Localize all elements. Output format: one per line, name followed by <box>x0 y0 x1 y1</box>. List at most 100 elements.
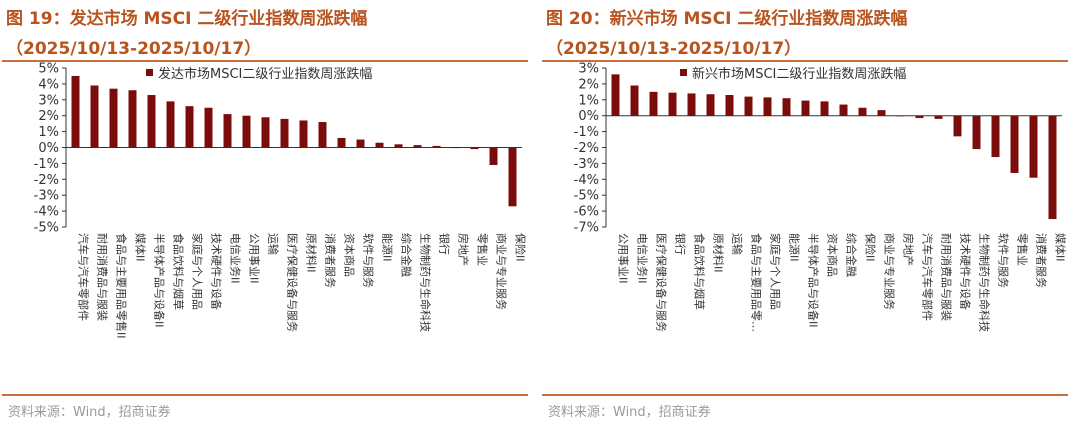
category-label: 技术硬件与设备 <box>959 233 973 310</box>
chart-panel-developed: 图 19：发达市场 MSCI 二级行业指数周涨跌幅 （2025/10/13-20… <box>0 0 530 427</box>
category-label: 保险II <box>514 233 528 262</box>
y-tick-label: 2% <box>578 77 599 92</box>
bar <box>318 122 327 148</box>
category-label: 零售业 <box>476 233 490 266</box>
category-label: 食品与主要用品零… <box>750 233 764 332</box>
category-label: 运输 <box>731 233 745 255</box>
figure-title: 图 19：发达市场 MSCI 二级行业指数周涨跌幅 <box>6 9 368 29</box>
legend-label: 新兴市场MSCI二级行业指数周涨跌幅 <box>692 66 906 82</box>
bar <box>858 107 867 116</box>
category-label: 房地产 <box>457 233 471 266</box>
category-label: 能源II <box>788 233 802 262</box>
category-label: 媒体II <box>1054 233 1068 262</box>
bar <box>489 147 498 165</box>
bar <box>432 145 441 148</box>
category-label: 零售业 <box>1016 233 1030 266</box>
y-tick-label: -2% <box>34 173 59 188</box>
footer-rule <box>542 394 1068 396</box>
bar <box>470 147 479 150</box>
category-label: 生物制药与生命科技 <box>419 233 433 332</box>
y-tick-label: -5% <box>34 221 59 236</box>
category-label: 食品饮料与烟草 <box>172 233 186 310</box>
bar <box>413 145 422 148</box>
category-label: 医疗保健设备与服务 <box>655 233 669 332</box>
bar <box>1029 115 1038 178</box>
category-label: 家庭与个人用品 <box>769 233 783 310</box>
bar <box>90 85 99 148</box>
y-tick-label: 3% <box>578 62 599 77</box>
bar <box>801 100 810 116</box>
category-label: 电信业务II <box>636 233 649 284</box>
y-tick-label: -6% <box>574 205 599 220</box>
bar <box>166 101 175 148</box>
bar <box>725 95 734 116</box>
source-note: 资料来源：Wind，招商证券 <box>548 405 711 420</box>
y-tick-label: 5% <box>38 62 59 77</box>
category-label: 综合金融 <box>845 233 859 277</box>
category-label: 运输 <box>267 233 281 255</box>
y-tick-label: 0% <box>38 141 59 156</box>
bar <box>763 97 772 116</box>
figure-date-range: （2025/10/13-2025/10/17） <box>546 39 802 59</box>
bar <box>611 74 620 116</box>
bar <box>706 94 715 116</box>
bar <box>261 117 270 148</box>
bar <box>668 92 677 116</box>
category-label: 软件与服务 <box>362 233 376 288</box>
category-label: 食品与主要用品零售II <box>115 233 129 339</box>
y-tick-label: 2% <box>38 109 59 124</box>
bar <box>394 144 403 148</box>
y-tick-label: -5% <box>574 189 599 204</box>
y-tick-label: -3% <box>34 189 59 204</box>
bar <box>687 93 696 116</box>
bar <box>109 88 118 148</box>
category-label: 能源II <box>381 233 395 262</box>
category-label: 资本商品 <box>826 233 840 277</box>
bar <box>223 114 232 148</box>
bar <box>451 147 460 149</box>
legend-swatch <box>680 69 687 76</box>
y-tick-label: 1% <box>38 125 59 140</box>
y-tick-label: -4% <box>34 205 59 220</box>
y-tick-label: -7% <box>574 221 599 236</box>
y-tick-label: 3% <box>38 93 59 108</box>
bar <box>953 115 962 137</box>
category-label: 原材料II <box>305 233 319 273</box>
category-label: 半导体产品与设备II <box>807 233 821 328</box>
category-label: 房地产 <box>902 233 916 266</box>
bar <box>782 98 791 116</box>
category-label: 商业与专业服务 <box>495 233 509 310</box>
category-label: 公用事业II <box>617 233 630 284</box>
y-tick-label: -1% <box>34 157 59 172</box>
bar <box>508 147 517 207</box>
category-label: 保险II <box>864 233 878 262</box>
bar <box>991 115 1000 158</box>
legend-label: 发达市场MSCI二级行业指数周涨跌幅 <box>158 66 372 82</box>
category-label: 银行 <box>438 233 452 255</box>
bar <box>204 107 213 148</box>
bar <box>280 118 289 148</box>
y-tick-label: -1% <box>574 125 599 140</box>
figure-title: 图 20：新兴市场 MSCI 二级行业指数周涨跌幅 <box>546 9 908 29</box>
category-label: 消费者服务 <box>324 233 338 288</box>
bar <box>839 104 848 116</box>
bar <box>299 120 308 148</box>
y-tick-label: -3% <box>574 157 599 172</box>
category-label: 食品饮料与烟草 <box>693 233 707 310</box>
category-label: 医疗保健设备与服务 <box>286 233 300 332</box>
bar <box>915 115 924 119</box>
category-label: 原材料II <box>712 233 726 273</box>
category-label: 耐用消费品与服装 <box>940 233 954 321</box>
y-tick-label: 4% <box>38 77 59 92</box>
header-rule <box>2 60 528 62</box>
category-label: 消费者服务 <box>1035 233 1049 288</box>
bar <box>337 137 346 148</box>
bar <box>744 96 753 116</box>
category-label: 汽车与汽车零部件 <box>921 233 935 321</box>
bar <box>972 115 981 150</box>
bar <box>1048 115 1057 220</box>
bar <box>128 90 137 148</box>
category-label: 半导体产品与设备II <box>153 233 167 328</box>
y-tick-label: 1% <box>578 93 599 108</box>
category-label: 商业与专业服务 <box>883 233 897 310</box>
